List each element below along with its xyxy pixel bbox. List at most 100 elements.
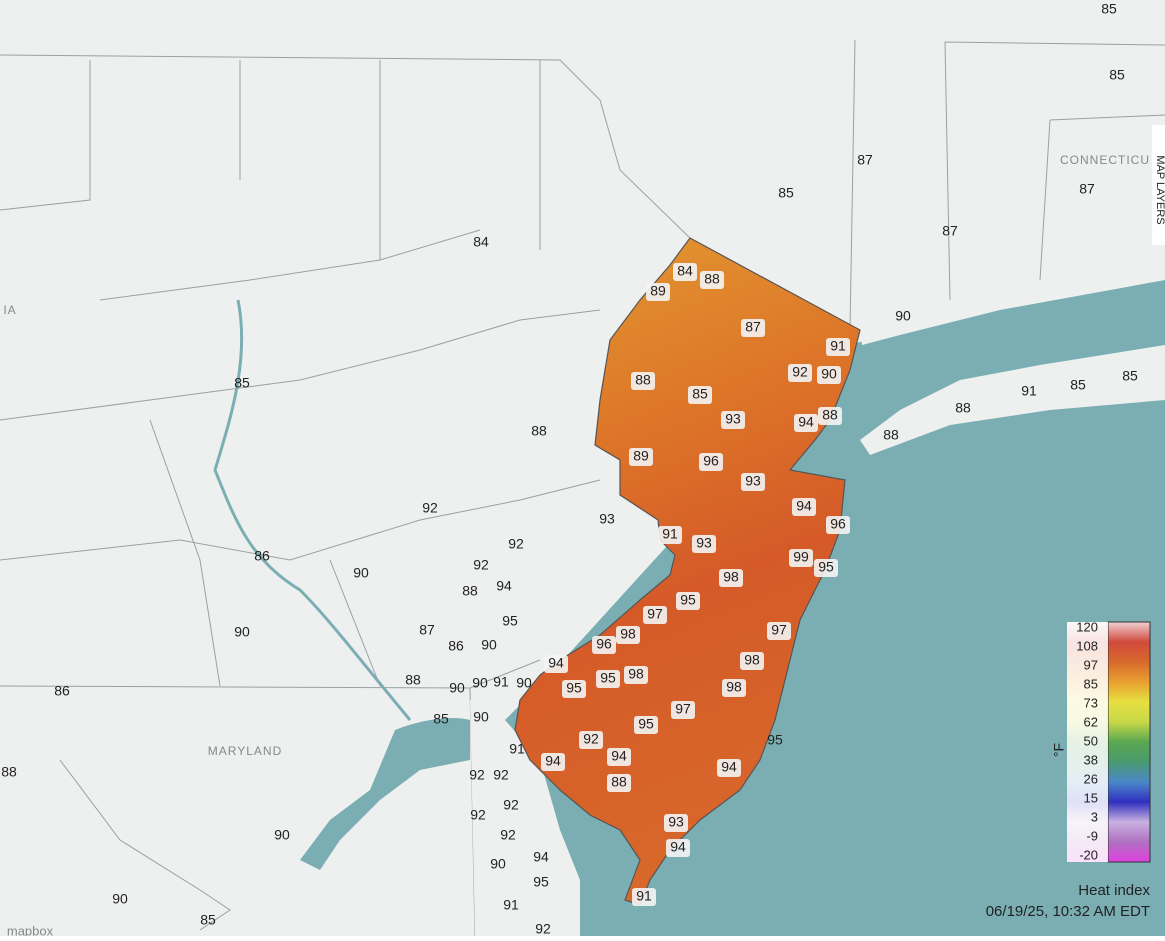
reading: 92 bbox=[470, 807, 486, 823]
reading: 90 bbox=[473, 709, 489, 725]
reading: 93 bbox=[696, 535, 712, 551]
reading-box bbox=[794, 414, 818, 432]
reading: 97 bbox=[771, 622, 787, 638]
reading: 91 bbox=[493, 674, 509, 690]
reading-box bbox=[817, 366, 841, 384]
reading: 97 bbox=[675, 701, 691, 717]
reading-box bbox=[826, 516, 850, 534]
reading: 98 bbox=[620, 626, 636, 642]
legend-tick: 3 bbox=[1091, 809, 1098, 824]
delaware bbox=[470, 700, 580, 936]
attribution: mapbox bbox=[7, 923, 54, 936]
reading: 85 bbox=[1122, 368, 1138, 384]
reading: 92 bbox=[473, 557, 489, 573]
legend-timestamp: 06/19/25, 10:32 AM EDT bbox=[986, 903, 1150, 920]
reading: 95 bbox=[680, 592, 696, 608]
reading: 88 bbox=[822, 407, 838, 423]
reading: 85 bbox=[1109, 67, 1125, 83]
chesapeake-bay bbox=[300, 718, 470, 870]
reading: 91 bbox=[1021, 383, 1037, 399]
reading: 92 bbox=[500, 827, 516, 843]
reading-box bbox=[818, 407, 842, 425]
reading-box bbox=[607, 748, 631, 766]
reading-box bbox=[664, 814, 688, 832]
reading: 98 bbox=[744, 652, 760, 668]
reading-box bbox=[592, 636, 616, 654]
reading: 98 bbox=[628, 666, 644, 682]
legend-tick: 108 bbox=[1076, 638, 1098, 653]
reading: 93 bbox=[745, 473, 761, 489]
legend-tick: 97 bbox=[1084, 657, 1098, 672]
legend-unit: °F bbox=[1051, 743, 1067, 757]
reading-box bbox=[631, 372, 655, 390]
reading-box bbox=[722, 679, 746, 697]
reading: 95 bbox=[600, 670, 616, 686]
reading: 94 bbox=[721, 759, 737, 775]
legend-background bbox=[1067, 622, 1108, 862]
reading: 84 bbox=[677, 263, 693, 279]
connecticut-shore bbox=[860, 265, 1165, 345]
reading: 87 bbox=[419, 622, 435, 638]
reading: 89 bbox=[633, 448, 649, 464]
reading-box bbox=[700, 271, 724, 289]
reading: 93 bbox=[599, 511, 615, 527]
reading-box bbox=[673, 263, 697, 281]
reading-box bbox=[717, 759, 741, 777]
reading: 98 bbox=[723, 569, 739, 585]
layers-tab-label[interactable]: MAP LAYERS bbox=[1154, 155, 1165, 224]
reading: 92 bbox=[583, 731, 599, 747]
reading-box bbox=[676, 592, 700, 610]
reading: 91 bbox=[662, 526, 678, 542]
reading: 94 bbox=[545, 753, 561, 769]
reading: 92 bbox=[493, 767, 509, 783]
reading: 85 bbox=[778, 185, 794, 201]
reading: 90 bbox=[472, 675, 488, 691]
reading: 88 bbox=[462, 583, 478, 599]
reading: 85 bbox=[1070, 377, 1086, 393]
reading: 88 bbox=[704, 271, 720, 287]
reading-box bbox=[741, 473, 765, 491]
legend-tick: 73 bbox=[1084, 695, 1098, 710]
reading: 90 bbox=[274, 827, 290, 843]
reading-box bbox=[658, 526, 682, 544]
reading: 86 bbox=[448, 638, 464, 654]
reading: 97 bbox=[647, 606, 663, 622]
reading-box bbox=[624, 666, 648, 684]
place-label: MARYLAND bbox=[208, 744, 282, 758]
reading-box bbox=[721, 411, 745, 429]
reading-box bbox=[826, 338, 850, 356]
reading: 90 bbox=[516, 675, 532, 691]
reading: 85 bbox=[234, 375, 250, 391]
reading: 88 bbox=[611, 774, 627, 790]
reading: 93 bbox=[725, 411, 741, 427]
reading: 99 bbox=[793, 549, 809, 565]
reading: 94 bbox=[496, 578, 512, 594]
legend-title: Heat index bbox=[1078, 882, 1150, 899]
place-label: CONNECTICU bbox=[1060, 153, 1150, 167]
legend-tick: 85 bbox=[1084, 676, 1098, 691]
legend-tick: -9 bbox=[1086, 828, 1098, 843]
legend-tick: -20 bbox=[1079, 847, 1098, 862]
reading: 95 bbox=[818, 559, 834, 575]
reading: 94 bbox=[548, 655, 564, 671]
reading: 87 bbox=[857, 152, 873, 168]
reading: 95 bbox=[502, 613, 518, 629]
layers-tab[interactable] bbox=[1152, 125, 1165, 245]
reading: 92 bbox=[535, 921, 551, 936]
legend-tick: 38 bbox=[1084, 752, 1098, 767]
reading-box bbox=[740, 652, 764, 670]
reading: 92 bbox=[508, 536, 524, 552]
reading: 92 bbox=[422, 500, 438, 516]
reading: 87 bbox=[942, 223, 958, 239]
legend-tick: 120 bbox=[1076, 619, 1098, 634]
reading: 89 bbox=[650, 283, 666, 299]
reading-box bbox=[741, 319, 765, 337]
reading-box bbox=[596, 670, 620, 688]
reading: 90 bbox=[112, 891, 128, 907]
reading-box bbox=[544, 655, 568, 673]
legend-tick: 62 bbox=[1084, 714, 1098, 729]
reading: 88 bbox=[1, 764, 17, 780]
reading-box bbox=[541, 753, 565, 771]
reading: 94 bbox=[796, 498, 812, 514]
